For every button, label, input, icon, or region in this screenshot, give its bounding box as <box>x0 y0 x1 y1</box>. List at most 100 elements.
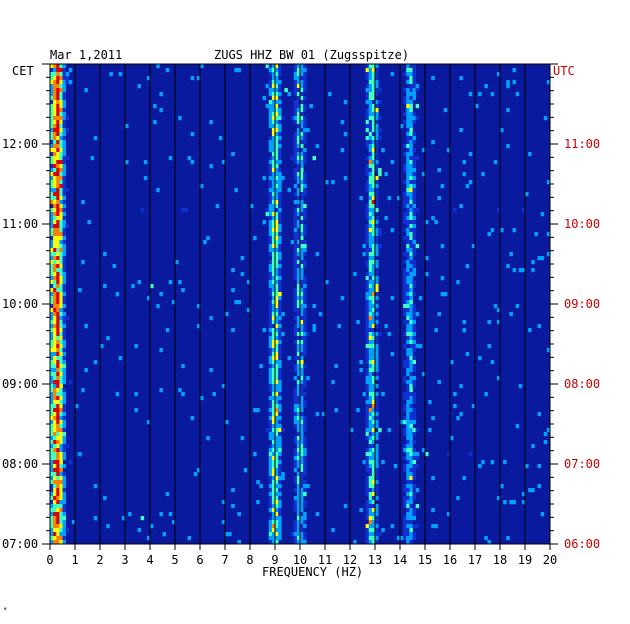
spectrogram-cell <box>300 280 304 285</box>
spectrogram-cell <box>403 304 407 309</box>
spectrogram-cell <box>365 304 370 309</box>
spectrogram-cell <box>50 368 54 373</box>
spectrogram-cell <box>271 164 276 169</box>
spectrogram-cell <box>353 272 357 277</box>
spectrogram-cell <box>50 440 54 445</box>
spectrogram-cell <box>409 260 413 265</box>
spectrogram-cell <box>375 236 379 241</box>
spectrogram-cell <box>365 532 370 537</box>
spectrogram-cell <box>296 208 301 213</box>
spectrogram-cell <box>50 340 54 345</box>
spectrogram-cell <box>278 84 282 89</box>
spectrogram-cell <box>406 424 410 429</box>
spectrogram-cell <box>271 284 276 289</box>
spectrogram-cell <box>59 476 63 481</box>
spectrogram-cell <box>375 104 379 109</box>
spectrogram-cell <box>431 140 435 145</box>
spectrogram-cell <box>206 436 210 441</box>
spectrogram-cell <box>371 200 376 205</box>
spectrogram-cell <box>365 96 370 101</box>
spectrogram-cell <box>131 284 135 289</box>
spectrogram-cell <box>268 252 273 257</box>
spectrogram-cell <box>303 180 307 185</box>
spectrogram-cell <box>378 136 382 141</box>
spectrogram-cell <box>300 112 304 117</box>
spectrogram-cell <box>62 428 67 433</box>
spectrogram-cell <box>56 112 60 117</box>
spectrogram-cell <box>368 492 373 497</box>
spectrogram-cell <box>56 116 60 121</box>
spectrogram-cell <box>371 456 376 461</box>
spectrogram-cell <box>409 212 413 217</box>
spectrogram-cell <box>50 436 54 441</box>
spectrogram-cell <box>409 148 413 153</box>
spectrogram-cell <box>275 100 279 105</box>
spectrogram-cell <box>50 300 54 305</box>
spectrogram-cell <box>62 408 67 413</box>
spectrogram-cell <box>490 360 495 365</box>
spectrogram-cell <box>53 304 57 309</box>
spectrogram-cell <box>278 488 282 493</box>
spectrogram-cell <box>137 528 142 533</box>
spectrogram-cell <box>303 416 307 421</box>
spectrogram-cell <box>371 504 376 509</box>
spectrogram-cell <box>378 128 382 133</box>
spectrogram-cell <box>275 312 279 317</box>
spectrogram-cell <box>412 408 417 413</box>
spectrogram-cell <box>356 320 360 325</box>
spectrogram-cell <box>268 352 273 357</box>
spectrogram-cell <box>415 208 420 213</box>
spectrogram-cell <box>412 172 417 177</box>
spectrogram-cell <box>271 520 276 525</box>
spectrogram-cell <box>62 100 67 105</box>
spectrogram-cell <box>268 364 273 369</box>
spectrogram-cell <box>275 196 279 201</box>
spectrogram-cell <box>296 280 301 285</box>
spectrogram-cell <box>375 488 379 493</box>
spectrogram-cell <box>140 208 145 213</box>
spectrogram-cell <box>296 112 301 117</box>
spectrogram-cell <box>50 68 54 73</box>
spectrogram-cell <box>293 176 298 181</box>
spectrogram-cell <box>84 324 88 329</box>
spectrogram-cell <box>371 164 376 169</box>
spectrogram-cell <box>171 520 176 525</box>
spectrogram-cell <box>293 460 298 465</box>
spectrogram-cell <box>50 516 54 521</box>
spectrogram-cell <box>371 280 376 285</box>
spectrogram-cell <box>293 540 298 545</box>
spectrogram-cell <box>375 344 379 349</box>
spectrogram-cell <box>300 128 304 133</box>
spectrogram-cell <box>296 264 301 269</box>
spectrogram-cell <box>62 140 67 145</box>
spectrogram-cell <box>375 276 379 281</box>
spectrogram-cell <box>296 408 301 413</box>
spectrogram-cell <box>371 340 376 345</box>
spectrogram-cell <box>306 484 310 489</box>
spectrogram-cell <box>271 248 276 253</box>
spectrogram-cell <box>415 156 420 161</box>
spectrogram-cell <box>275 376 279 381</box>
spectrogram-cell <box>371 400 376 405</box>
spectrogram-cell <box>403 364 407 369</box>
spectrogram-cell <box>512 80 517 85</box>
spectrogram-cell <box>412 148 417 153</box>
corner-mark: * <box>3 606 7 614</box>
spectrogram-cell <box>271 440 276 445</box>
spectrogram-cell <box>62 536 67 541</box>
spectrogram-cell <box>275 452 279 457</box>
spectrogram-cell <box>53 288 57 293</box>
spectrogram-cell <box>293 228 298 233</box>
spectrogram-cell <box>409 128 413 133</box>
spectrogram-cell <box>412 216 417 221</box>
spectrogram-cell <box>375 288 379 293</box>
spectrogram-cell <box>278 512 282 517</box>
spectrogram-cell <box>368 452 373 457</box>
spectrogram-cell <box>300 484 304 489</box>
spectrogram-cell <box>59 116 63 121</box>
spectrogram-cell <box>271 404 276 409</box>
spectrogram-cell <box>50 492 54 497</box>
spectrogram-cell <box>409 232 413 237</box>
spectrogram-cell <box>300 132 304 137</box>
spectrogram-cell <box>271 76 276 81</box>
